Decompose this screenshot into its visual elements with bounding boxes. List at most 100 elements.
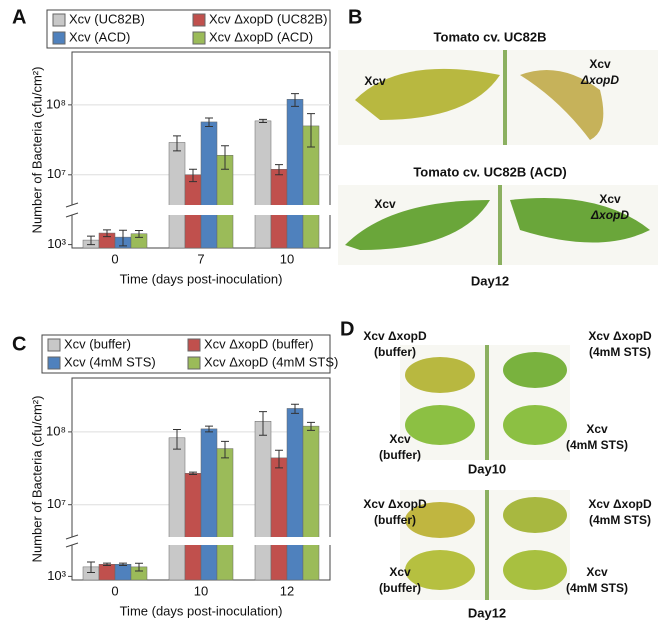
axis-break xyxy=(64,537,338,545)
photo-b1 xyxy=(338,50,658,145)
photo-label: Xcv ΔxopD xyxy=(363,329,427,343)
error-bar xyxy=(189,168,197,183)
legend-label: Xcv ΔxopD (UC82B) xyxy=(209,11,328,26)
photo-label: Xcv xyxy=(586,422,608,436)
photo-label: ΔxopD xyxy=(590,208,629,222)
bar xyxy=(254,421,272,581)
axis-break xyxy=(64,205,338,215)
photo-label: (buffer) xyxy=(379,581,421,595)
photo-title: Tomato cv. UC82B (ACD) xyxy=(413,164,566,179)
error-bar xyxy=(135,229,143,238)
error-bar xyxy=(307,113,315,148)
y-tick-label: 10³ xyxy=(47,568,66,583)
photo-caption: Day12 xyxy=(471,273,509,288)
photo-b2 xyxy=(338,185,658,265)
legend-swatch xyxy=(187,338,201,352)
legend-swatch xyxy=(47,338,61,352)
x-tick-label: 0 xyxy=(111,251,118,266)
error-bar xyxy=(103,562,111,566)
photo-label: Xcv xyxy=(586,565,608,579)
y-axis-label: Number of Bacteria (cfu/cm²) xyxy=(29,67,44,234)
error-bar xyxy=(221,440,229,459)
photo-d1 xyxy=(400,345,570,460)
legend-box xyxy=(46,9,331,49)
error-bar xyxy=(189,471,197,475)
y-tick-label: 10⁷ xyxy=(47,166,66,181)
error-bar xyxy=(173,428,181,450)
legend-label: Xcv (UC82B) xyxy=(69,11,145,26)
legend-label: Xcv ΔxopD (4mM STS) xyxy=(204,354,338,369)
legend-swatch xyxy=(192,31,206,45)
y-tick-label: 10⁸ xyxy=(46,96,66,111)
bar xyxy=(114,564,132,581)
error-bar xyxy=(291,93,299,107)
legend-label: Xcv (4mM STS) xyxy=(64,354,156,369)
error-bar xyxy=(259,118,267,123)
legend-swatch xyxy=(187,356,201,370)
axis-break-mark xyxy=(65,202,79,218)
error-bar xyxy=(307,421,315,431)
x-tick-label: 12 xyxy=(280,583,294,598)
y-tick-label: 10³ xyxy=(47,236,66,251)
photo-label: Xcv xyxy=(589,57,611,71)
error-bar xyxy=(103,229,111,238)
x-tick-label: 0 xyxy=(111,583,118,598)
x-tick-label: 10 xyxy=(194,583,208,598)
bar xyxy=(286,99,304,249)
legend-swatch xyxy=(192,13,206,27)
y-tick-label: 10⁸ xyxy=(46,423,66,438)
photo-label: (buffer) xyxy=(374,345,416,359)
error-bar xyxy=(87,561,95,574)
photo-label: (buffer) xyxy=(374,513,416,527)
x-axis-label: Time (days post-inoculation) xyxy=(120,603,283,618)
photo-label: Xcv xyxy=(599,192,621,206)
bar xyxy=(216,448,234,581)
panel-letter: C xyxy=(12,333,26,355)
bar xyxy=(184,473,202,581)
error-bar xyxy=(87,235,95,246)
error-bar xyxy=(119,562,127,566)
panel-letter: D xyxy=(340,318,354,340)
legend-swatch xyxy=(47,356,61,370)
bar xyxy=(200,428,218,581)
photo-d2 xyxy=(400,490,570,600)
photo-caption: Day12 xyxy=(468,605,506,620)
bar xyxy=(200,121,218,249)
x-tick-label: 7 xyxy=(197,251,204,266)
error-bar xyxy=(135,562,143,572)
photo-label: Xcv xyxy=(389,565,411,579)
photo-caption: Day10 xyxy=(468,461,506,476)
y-axis-label: Number of Bacteria (cfu/cm²) xyxy=(29,396,44,563)
photo-label: Xcv xyxy=(389,432,411,446)
photo-label: (4mM STS) xyxy=(589,513,651,527)
photo-label: (buffer) xyxy=(379,448,421,462)
error-bar xyxy=(259,411,267,436)
bar xyxy=(286,408,304,581)
photo-label: (4mM STS) xyxy=(566,581,628,595)
photo-label: (4mM STS) xyxy=(589,345,651,359)
error-bar xyxy=(275,449,283,469)
error-bar xyxy=(221,145,229,170)
error-bar xyxy=(119,229,127,247)
bar xyxy=(270,457,288,581)
legend-label: Xcv (ACD) xyxy=(69,29,130,44)
axis-break-mark xyxy=(65,534,79,548)
legend-swatch xyxy=(52,31,66,45)
bar xyxy=(98,564,116,581)
bar xyxy=(254,120,272,249)
photo-title: Tomato cv. UC82B xyxy=(434,29,547,44)
photo-label: (4mM STS) xyxy=(566,438,628,452)
photo-label: Xcv ΔxopD xyxy=(363,497,427,511)
legend-label: Xcv ΔxopD (buffer) xyxy=(204,336,314,351)
bar xyxy=(168,142,186,249)
legend-box xyxy=(41,334,331,374)
error-bar xyxy=(291,403,299,414)
error-bar xyxy=(275,164,283,176)
x-axis-label: Time (days post-inoculation) xyxy=(120,271,283,286)
photo-label: ΔxopD xyxy=(580,73,619,87)
legend-label: Xcv (buffer) xyxy=(64,336,131,351)
error-bar xyxy=(205,425,213,433)
y-tick-label: 10⁷ xyxy=(47,496,66,511)
photo-label: Xcv ΔxopD xyxy=(588,497,652,511)
